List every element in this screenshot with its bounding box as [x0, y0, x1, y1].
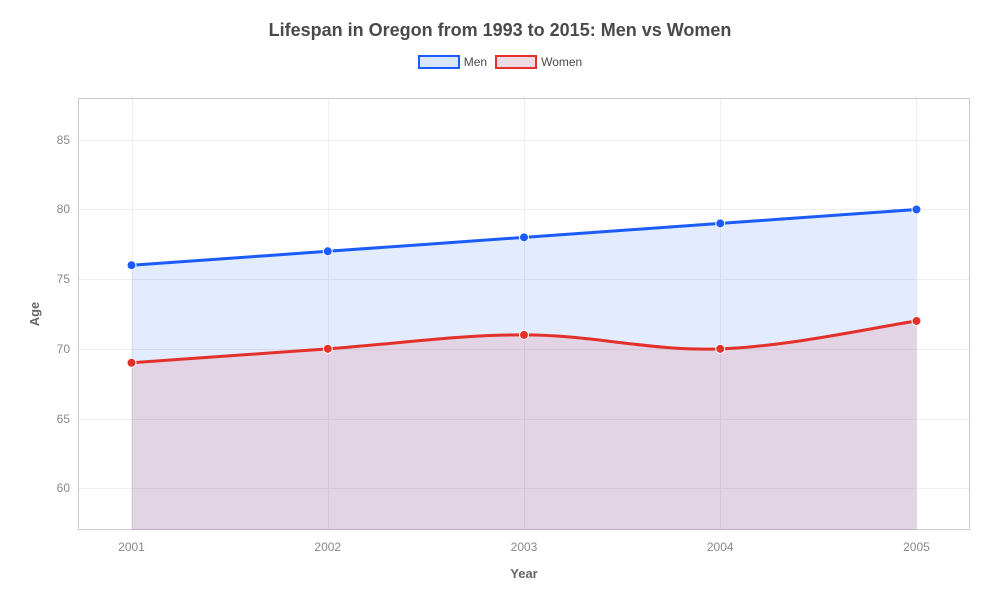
- legend: Men Women: [0, 55, 1000, 69]
- series-svg: [78, 98, 970, 530]
- chart-container: Lifespan in Oregon from 1993 to 2015: Me…: [0, 0, 1000, 600]
- series-marker-women[interactable]: [127, 358, 136, 367]
- y-tick-label: 85: [48, 133, 70, 147]
- series-marker-women[interactable]: [716, 344, 725, 353]
- y-axis-title: Age: [27, 302, 42, 327]
- legend-label-women: Women: [541, 55, 582, 69]
- chart-title: Lifespan in Oregon from 1993 to 2015: Me…: [0, 0, 1000, 41]
- series-marker-women[interactable]: [323, 344, 332, 353]
- series-marker-women[interactable]: [520, 330, 529, 339]
- y-tick-label: 80: [48, 202, 70, 216]
- x-tick-label: 2001: [118, 540, 145, 554]
- series-marker-men[interactable]: [127, 261, 136, 270]
- y-tick-label: 60: [48, 481, 70, 495]
- legend-label-men: Men: [464, 55, 487, 69]
- x-tick-label: 2005: [903, 540, 930, 554]
- y-tick-label: 75: [48, 272, 70, 286]
- x-tick-label: 2003: [511, 540, 538, 554]
- plot-area: [78, 98, 970, 530]
- x-tick-label: 2002: [314, 540, 341, 554]
- series-marker-men[interactable]: [716, 219, 725, 228]
- x-axis-title: Year: [510, 566, 537, 581]
- legend-item-women[interactable]: Women: [495, 55, 582, 69]
- legend-item-men[interactable]: Men: [418, 55, 487, 69]
- series-marker-women[interactable]: [912, 316, 921, 325]
- legend-swatch-women: [495, 55, 537, 69]
- legend-swatch-men: [418, 55, 460, 69]
- series-marker-men[interactable]: [912, 205, 921, 214]
- y-tick-label: 65: [48, 412, 70, 426]
- series-marker-men[interactable]: [323, 247, 332, 256]
- series-marker-men[interactable]: [520, 233, 529, 242]
- x-tick-label: 2004: [707, 540, 734, 554]
- y-tick-label: 70: [48, 342, 70, 356]
